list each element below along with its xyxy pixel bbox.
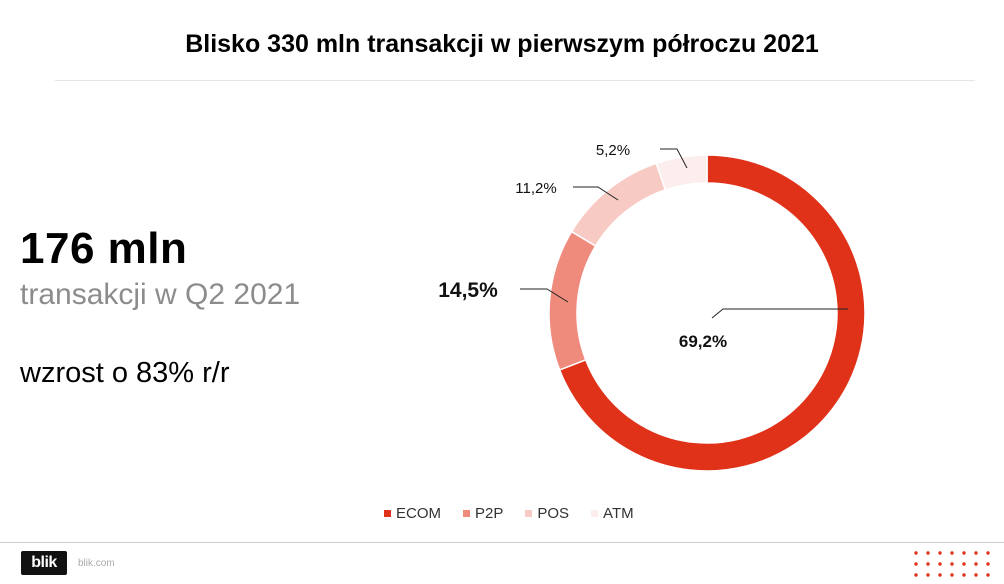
decorative-dot xyxy=(938,551,942,555)
data-label-pos: 11,2% xyxy=(515,180,556,197)
legend-swatch-pos xyxy=(525,510,533,517)
legend-item-pos: POS xyxy=(525,505,569,522)
decorative-dot xyxy=(974,562,978,566)
decorative-dot xyxy=(986,573,990,577)
footer-site: blik.com xyxy=(78,558,115,569)
decorative-dot xyxy=(914,562,918,566)
decorative-dot xyxy=(962,562,966,566)
headline-growth: wzrost o 83% r/r xyxy=(20,357,230,389)
data-label-ecom: 69,2% xyxy=(679,332,727,351)
legend-swatch-ecom xyxy=(384,510,391,517)
legend-swatch-p2p xyxy=(463,510,470,517)
legend-item-p2p: P2P xyxy=(463,505,503,522)
decorative-dot xyxy=(962,573,966,577)
decorative-dots xyxy=(914,551,990,577)
donut-chart: 69,2% 14,5% 11,2% 5,2% xyxy=(438,142,866,472)
decorative-dot xyxy=(950,573,954,577)
decorative-dot xyxy=(962,551,966,555)
slice-ecom xyxy=(558,154,866,472)
footer-divider xyxy=(0,542,1004,543)
decorative-dot xyxy=(950,562,954,566)
decorative-dot xyxy=(950,551,954,555)
headline-value: 176 mln xyxy=(20,224,188,273)
legend-label-pos: POS xyxy=(537,505,570,522)
data-label-atm: 5,2% xyxy=(596,142,630,159)
decorative-dot xyxy=(938,573,942,577)
legend-item-atm: ATM xyxy=(591,505,634,522)
legend-label-atm: ATM xyxy=(603,505,634,522)
leader-line-pos xyxy=(573,186,619,201)
decorative-dot xyxy=(986,551,990,555)
title-divider xyxy=(55,80,975,81)
decorative-dot xyxy=(986,562,990,566)
legend-label-p2p: P2P xyxy=(475,505,504,522)
leader-line-atm xyxy=(660,148,688,169)
chart-legend: ECOM P2P POS ATM xyxy=(384,505,656,522)
data-label-p2p: 14,5% xyxy=(438,279,498,302)
slice-atm xyxy=(655,154,708,191)
blik-logo: blik xyxy=(21,551,67,575)
decorative-dot xyxy=(926,551,930,555)
decorative-dot xyxy=(914,551,918,555)
decorative-dot xyxy=(914,573,918,577)
decorative-dot xyxy=(938,562,942,566)
leader-line-ecom xyxy=(711,308,848,319)
legend-label-ecom: ECOM xyxy=(396,505,441,522)
decorative-dot xyxy=(974,573,978,577)
headline-subtitle: transakcji w Q2 2021 xyxy=(20,278,301,311)
leader-line-p2p xyxy=(520,288,569,303)
page-title: Blisko 330 mln transakcji w pierwszym pó… xyxy=(185,30,819,58)
decorative-dot xyxy=(926,562,930,566)
slice-pos xyxy=(570,162,667,248)
legend-item-ecom: ECOM xyxy=(384,505,441,522)
legend-swatch-atm xyxy=(591,510,599,517)
decorative-dot xyxy=(974,551,978,555)
decorative-dot xyxy=(926,573,930,577)
slice-p2p xyxy=(548,230,597,371)
